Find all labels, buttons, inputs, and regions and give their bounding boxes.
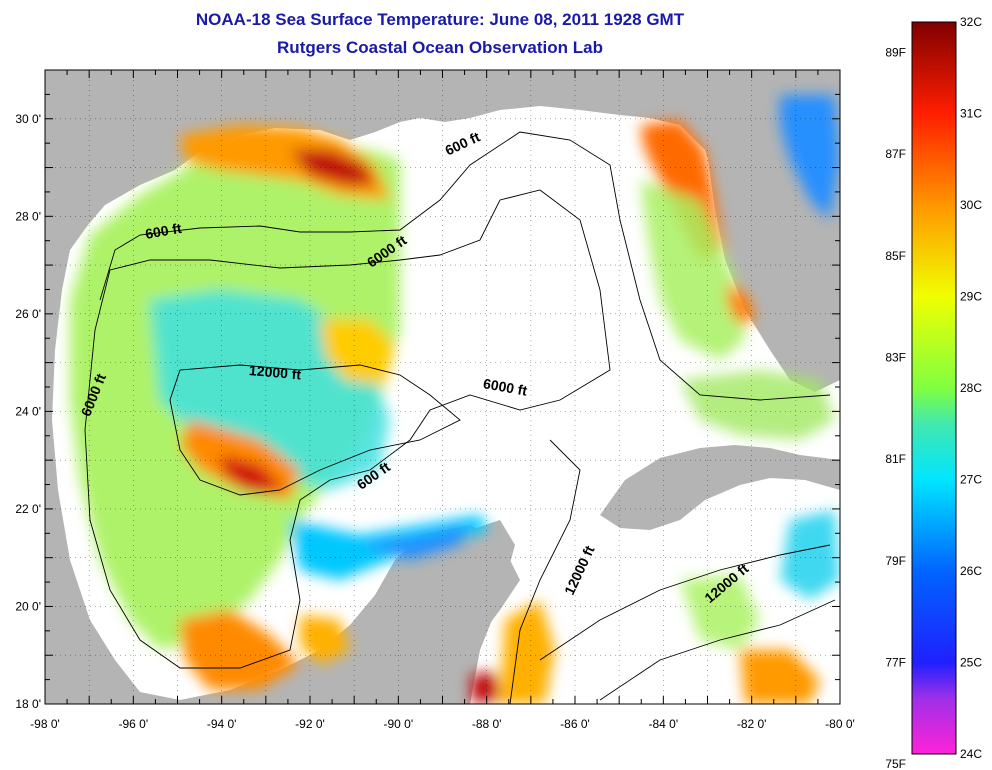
lat-tick-label: 26 0'	[15, 307, 41, 321]
sst-field	[70, 95, 840, 704]
lat-tick-label: 28 0'	[15, 209, 41, 223]
colorbar-celsius-label: 26C	[960, 564, 982, 578]
lon-tick-label: -82 0'	[737, 717, 767, 731]
lon-tick-label: -96 0'	[119, 717, 149, 731]
lon-tick-label: -86 0'	[560, 717, 590, 731]
colorbar-fahrenheit-label: 89F	[885, 46, 906, 60]
colorbar-celsius-label: 28C	[960, 381, 982, 395]
lon-tick-label: -84 0'	[649, 717, 679, 731]
lon-tick-label: -90 0'	[384, 717, 414, 731]
contour-label: 6000 ft	[482, 375, 529, 399]
map-subtitle: Rutgers Coastal Ocean Observation Lab	[277, 38, 603, 57]
lon-tick-label: -94 0'	[207, 717, 237, 731]
lon-tick-label: -98 0'	[30, 717, 60, 731]
contour-600ft-shelf	[99, 131, 831, 401]
colorbar	[911, 21, 957, 755]
contour-600ft-caribbean	[599, 599, 836, 701]
lat-tick-label: 22 0'	[15, 502, 41, 516]
yucatan-land	[350, 520, 515, 704]
colorbar-celsius-label: 30C	[960, 198, 982, 212]
lon-tick-label: -80 0'	[825, 717, 855, 731]
lat-lon-grid	[45, 70, 840, 704]
colorbar-fahrenheit-label: 85F	[885, 249, 906, 263]
lon-tick-label: -88 0'	[472, 717, 502, 731]
map-title: NOAA-18 Sea Surface Temperature: June 08…	[195, 10, 685, 29]
lon-tick-label: -92 0'	[295, 717, 325, 731]
colorbar-fahrenheit-label: 75F	[885, 757, 906, 770]
colorbar-fahrenheit-label: 81F	[885, 452, 906, 466]
colorbar-celsius-label: 24C	[960, 747, 982, 761]
contour-12000ft-caribbean	[539, 544, 831, 661]
contour-label: 12000 ft	[248, 362, 302, 383]
contour-label: 600 ft	[144, 220, 183, 242]
contour-6000ft	[84, 189, 611, 669]
lat-tick-label: 18 0'	[15, 697, 41, 711]
lat-tick-label: 24 0'	[15, 404, 41, 418]
colorbar-celsius-label: 31C	[960, 107, 982, 121]
colorbar-celsius-label: 25C	[960, 656, 982, 670]
colorbar-fahrenheit-label: 79F	[885, 554, 906, 568]
contour-12000ft	[169, 364, 461, 496]
colorbar-fahrenheit-label: 87F	[885, 147, 906, 161]
lat-tick-label: 30 0'	[15, 112, 41, 126]
lat-tick-label: 20 0'	[15, 599, 41, 613]
colorbar-celsius-label: 27C	[960, 473, 982, 487]
colorbar-celsius-label: 32C	[960, 15, 982, 29]
colorbar-fahrenheit-label: 77F	[885, 656, 906, 670]
colorbar-celsius-label: 29C	[960, 290, 982, 304]
colorbar-fahrenheit-label: 83F	[885, 351, 906, 365]
